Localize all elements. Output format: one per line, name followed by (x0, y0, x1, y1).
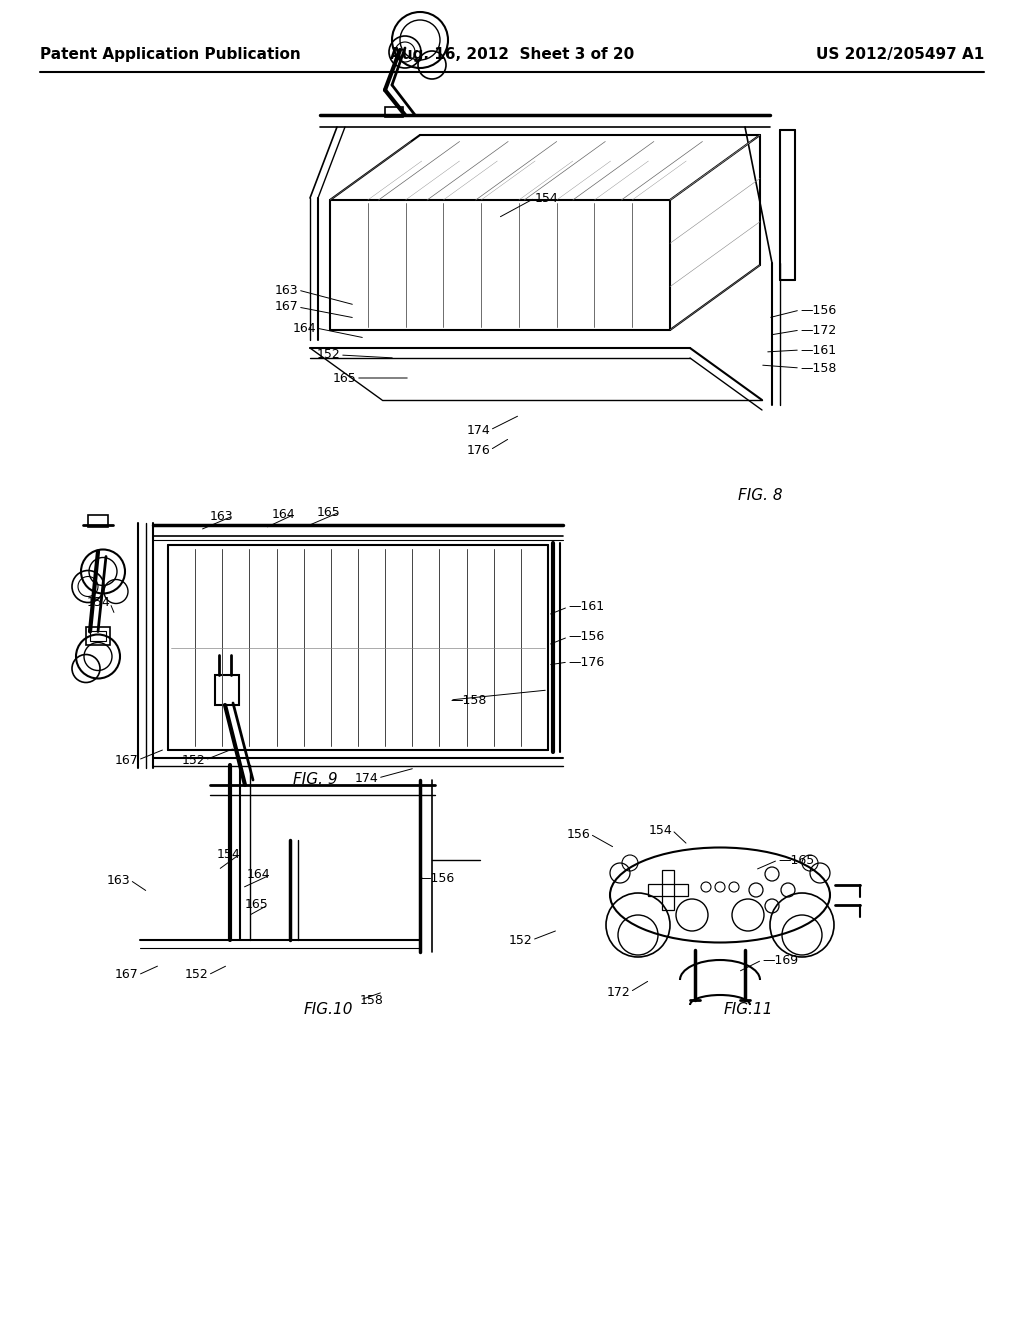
Text: 152: 152 (181, 754, 205, 767)
Bar (88, 515, 108, 527)
Text: Patent Application Publication: Patent Application Publication (40, 48, 301, 62)
Text: 154: 154 (216, 847, 240, 861)
Text: 164: 164 (293, 322, 316, 334)
Text: 174: 174 (354, 771, 378, 784)
Text: 152: 152 (508, 933, 532, 946)
Text: 165: 165 (245, 899, 268, 912)
Text: Aug. 16, 2012  Sheet 3 of 20: Aug. 16, 2012 Sheet 3 of 20 (390, 48, 634, 62)
Text: —176: —176 (568, 656, 604, 668)
Text: 152: 152 (184, 969, 208, 982)
Text: 167: 167 (115, 969, 138, 982)
Text: 176: 176 (466, 444, 490, 457)
Text: FIG.11: FIG.11 (723, 1002, 773, 1018)
Bar (662, 870, 674, 909)
Text: —169: —169 (762, 953, 798, 966)
Text: —161: —161 (568, 601, 604, 614)
Text: 154: 154 (86, 597, 110, 610)
Bar (215, 675, 239, 705)
Text: 164: 164 (271, 507, 295, 520)
Text: 163: 163 (274, 284, 298, 297)
Text: —158: —158 (450, 693, 486, 706)
Text: 164: 164 (247, 869, 270, 882)
Text: —156: —156 (418, 871, 455, 884)
Text: 156: 156 (566, 828, 590, 841)
Text: 154: 154 (535, 191, 559, 205)
Text: 163: 163 (209, 510, 233, 523)
Text: 174: 174 (466, 424, 490, 437)
Bar (86, 627, 110, 644)
Bar (648, 884, 688, 896)
Text: 163: 163 (106, 874, 130, 887)
Text: FIG.10: FIG.10 (303, 1002, 352, 1018)
Text: —156: —156 (568, 631, 604, 644)
Text: 167: 167 (115, 754, 138, 767)
Text: —172: —172 (800, 323, 837, 337)
Text: 154: 154 (648, 824, 672, 837)
Text: 165: 165 (332, 371, 356, 384)
Text: 167: 167 (274, 301, 298, 314)
Text: 165: 165 (316, 506, 340, 519)
Text: FIG. 9: FIG. 9 (293, 772, 337, 788)
Text: 152: 152 (316, 348, 340, 362)
Text: FIG. 8: FIG. 8 (737, 487, 782, 503)
Text: —158: —158 (800, 362, 837, 375)
Text: US 2012/205497 A1: US 2012/205497 A1 (816, 48, 984, 62)
Text: 158: 158 (360, 994, 384, 1006)
Bar (90, 631, 106, 640)
Text: —161: —161 (800, 343, 837, 356)
Text: —156: —156 (800, 304, 837, 317)
Bar (385, 107, 403, 117)
Text: 172: 172 (606, 986, 630, 998)
Text: —165: —165 (778, 854, 814, 866)
